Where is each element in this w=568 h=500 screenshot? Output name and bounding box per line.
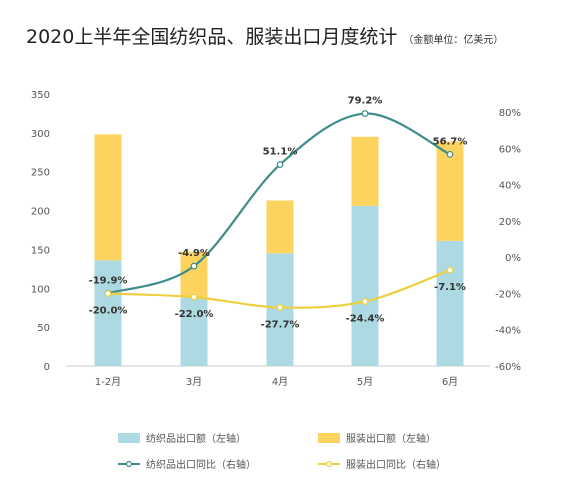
legend-swatch [118, 433, 140, 443]
y-right-tick-label: 80% [499, 108, 521, 119]
line-point-marker [190, 293, 198, 301]
line-data-label: -4.9% [178, 248, 210, 259]
line-point-marker [190, 262, 198, 270]
chart-title-text: 2020上半年全国纺织品、服装出口月度统计 [26, 26, 398, 48]
y-left-tick-label: 0 [44, 362, 50, 373]
line-data-label: -19.9% [89, 275, 128, 286]
y-left-tick-label: 150 [31, 245, 50, 256]
legend-marker [125, 460, 133, 468]
legend-label: 服装出口同比（右轴） [346, 458, 446, 471]
line-point-marker [276, 161, 284, 168]
y-left-tick-label: 50 [37, 323, 50, 334]
y-right-tick-label: 20% [499, 217, 521, 228]
line-point-marker [361, 298, 369, 305]
bar-segment [436, 141, 464, 241]
y-left-tick-label: 350 [31, 90, 50, 101]
x-tick-label: 4月 [272, 376, 288, 388]
y-right-tick-label: 0% [505, 253, 521, 264]
y-left-tick-label: 100 [31, 284, 50, 295]
y-right-tick-label: 40% [499, 181, 521, 192]
bar-segment [436, 240, 464, 366]
line-data-label: -27.7% [261, 319, 300, 330]
y-left-tick-label: 200 [31, 207, 50, 218]
chart-title: 2020上半年全国纺织品、服装出口月度统计 （金额单位：亿美元） [26, 22, 503, 49]
line-data-label: 51.1% [263, 147, 298, 158]
bar-segment [266, 200, 294, 254]
legend-label: 纺织品出口额（左轴） [146, 432, 246, 445]
bar-segment [351, 136, 379, 206]
line-point-marker [446, 150, 454, 158]
line-point-marker [446, 266, 454, 274]
y-right-tick-label: -40% [495, 326, 521, 337]
line-point-marker [361, 110, 369, 117]
bar-segment [180, 297, 208, 366]
bar-segment [94, 134, 122, 261]
x-tick-label: 5月 [357, 376, 373, 388]
y-right-tick-label: 60% [499, 144, 521, 155]
bar-segment [351, 205, 379, 366]
line-data-label: -7.1% [434, 282, 466, 293]
line-data-label: -20.0% [89, 305, 128, 316]
line-data-label: -24.4% [346, 313, 385, 324]
legend-label: 纺织品出口同比（右轴） [146, 458, 256, 471]
chart-unit: （金额单位：亿美元） [403, 35, 504, 46]
y-left-tick-label: 300 [31, 129, 50, 140]
legend-swatch [318, 433, 340, 443]
line-data-label: 79.2% [348, 96, 383, 107]
x-tick-label: 1-2月 [95, 376, 121, 388]
x-tick-label: 6月 [442, 376, 458, 388]
y-left-tick-label: 250 [31, 168, 50, 179]
legend-marker [325, 460, 333, 468]
y-right-tick-label: -20% [495, 289, 521, 300]
line-data-label: 56.7% [433, 136, 468, 147]
legend-label: 服装出口额（左轴） [346, 432, 436, 445]
line-data-label: -22.0% [175, 309, 214, 320]
x-tick-label: 3月 [186, 376, 202, 388]
bar-segment [94, 260, 122, 366]
line-point-marker [104, 290, 112, 297]
y-right-tick-label: -60% [495, 362, 521, 373]
line-point-marker [276, 304, 284, 311]
